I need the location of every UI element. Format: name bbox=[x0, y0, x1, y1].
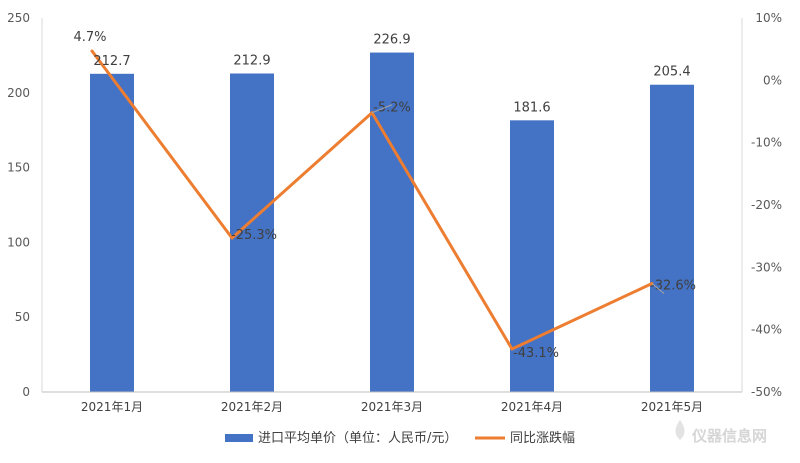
x-tick-label: 2021年5月 bbox=[641, 400, 703, 414]
x-tick-label: 2021年4月 bbox=[501, 400, 563, 414]
left-tick-label: 200 bbox=[7, 86, 30, 100]
right-tick-label: -10% bbox=[751, 136, 782, 150]
left-axis: 0 50 100 150 200 250 bbox=[7, 11, 43, 399]
left-tick-label: 150 bbox=[7, 161, 30, 175]
right-axis: -50% -40% -30% -20% -10% 0% 10% bbox=[741, 11, 782, 399]
left-tick-label: 100 bbox=[7, 235, 30, 249]
line-point bbox=[230, 236, 234, 240]
bar-data-label: 205.4 bbox=[653, 65, 690, 80]
right-tick-label: -40% bbox=[751, 323, 782, 337]
data-labels: 212.7 212.9 226.9 181.6 205.4 4.7% -25.3% -5.2%… bbox=[73, 30, 696, 361]
bar-data-label: 212.9 bbox=[233, 54, 270, 69]
line-data-label: -25.3% bbox=[231, 228, 277, 243]
x-axis: 2021年1月 2021年2月 2021年3月 2021年4月 2021年5月 bbox=[42, 391, 742, 414]
line-data-label: -32.6% bbox=[650, 279, 696, 294]
left-tick-label: 0 bbox=[22, 385, 30, 399]
legend-label-line: 同比涨跌幅 bbox=[510, 430, 575, 446]
bar-data-label: 181.6 bbox=[513, 100, 550, 115]
line-data-label: -43.1% bbox=[513, 346, 559, 361]
legend-label-bar: 进口平均单价（单位：人民币/元） bbox=[258, 431, 457, 446]
bar-data-label: 212.7 bbox=[93, 54, 130, 69]
line-point bbox=[90, 49, 94, 53]
watermark: 仪器信息网 bbox=[675, 420, 767, 445]
bar bbox=[90, 73, 134, 393]
left-tick-label: 250 bbox=[7, 11, 30, 25]
right-tick-label: -20% bbox=[751, 198, 782, 212]
bar-data-label: 226.9 bbox=[373, 33, 410, 48]
right-tick-label: 10% bbox=[755, 11, 782, 25]
line-point bbox=[510, 347, 514, 351]
droplet-logo-icon bbox=[675, 420, 685, 440]
x-tick-label: 2021年1月 bbox=[81, 400, 143, 414]
leader-line bbox=[651, 283, 665, 294]
right-tick-label: -50% bbox=[751, 385, 782, 399]
watermark-text: 仪器信息网 bbox=[691, 427, 767, 445]
line-data-label: -5.2% bbox=[373, 101, 411, 116]
legend: 进口平均单价（单位：人民币/元） 同比涨跌幅 bbox=[225, 430, 575, 446]
bar bbox=[370, 52, 414, 393]
legend-swatch-bar bbox=[225, 434, 253, 442]
line-data-label: 4.7% bbox=[73, 30, 106, 45]
bar bbox=[650, 84, 694, 392]
leader-line bbox=[371, 104, 393, 114]
right-tick-label: -30% bbox=[751, 260, 782, 274]
x-tick-label: 2021年2月 bbox=[221, 400, 283, 414]
x-tick-label: 2021年3月 bbox=[361, 400, 423, 414]
right-tick-label: 0% bbox=[763, 73, 782, 87]
left-tick-label: 50 bbox=[15, 310, 30, 324]
